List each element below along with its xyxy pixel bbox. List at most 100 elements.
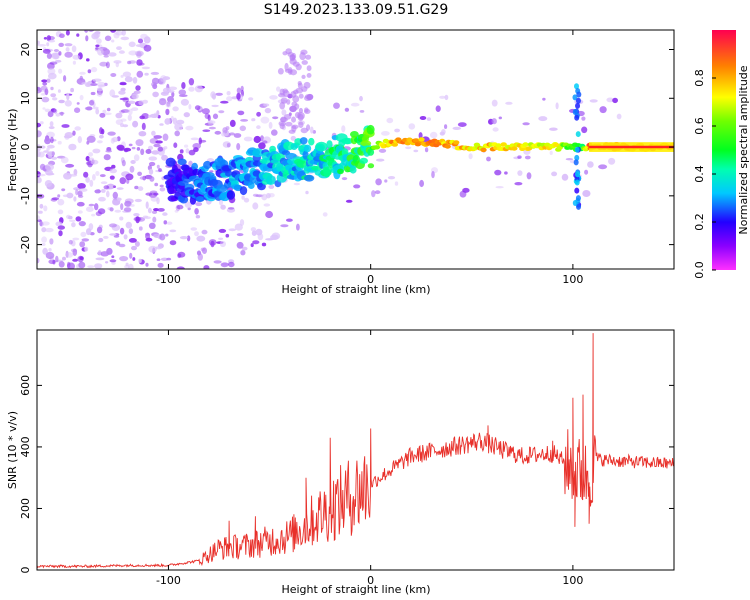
spectrogram-noise-dot bbox=[87, 69, 92, 74]
spectrogram-noise-dot bbox=[128, 41, 136, 48]
spectrogram-noise-dot bbox=[166, 221, 173, 225]
spectrogram-noise-dot bbox=[268, 184, 275, 189]
spectrogram-noise-dot bbox=[172, 106, 179, 112]
spectrogram-ridge-blob bbox=[366, 124, 375, 135]
spectrogram-noise-dot bbox=[135, 85, 141, 91]
spectrogram-noise-dot bbox=[160, 91, 169, 96]
spectrogram-noise-dot bbox=[376, 158, 385, 162]
spectrogram-noise-dot bbox=[581, 126, 588, 134]
spectrogram-noise-dot bbox=[109, 30, 117, 33]
spectrogram-noise-dot bbox=[148, 222, 156, 229]
colorbar-tick-label: 0.8 bbox=[693, 69, 706, 87]
spectrogram-noise-dot bbox=[431, 171, 435, 179]
spectrogram-noise-dot bbox=[213, 260, 222, 264]
spectrogram-noise-dot bbox=[91, 66, 98, 73]
spectrogram-noise-dot bbox=[77, 183, 86, 189]
colorbar: 0.0 0.2 0.4 0.6 0.8 Normalized spectral ampl… bbox=[693, 30, 750, 279]
spectrogram-noise-dot bbox=[43, 150, 49, 153]
spectrogram-noise-dot bbox=[137, 38, 144, 44]
spectrogram-noise-dot bbox=[201, 229, 208, 235]
spectrogram-noise-dot bbox=[78, 23, 83, 29]
spectrogram-noise-dot bbox=[153, 192, 159, 196]
spectrogram-noise-dot bbox=[59, 33, 65, 38]
spectrogram-noise-dot bbox=[47, 67, 56, 75]
spectrogram-ridge-blob bbox=[414, 142, 422, 147]
spectrogram-noise-dot bbox=[115, 112, 123, 119]
spectrogram-noise-dot bbox=[240, 250, 246, 256]
spectrogram-noise-dot bbox=[99, 134, 104, 139]
spectrogram-noise-dot bbox=[66, 192, 74, 199]
spectrogram-ridge-blob bbox=[299, 137, 308, 145]
spectrogram-noise-dot bbox=[112, 136, 119, 143]
spectrogram-noise-dot bbox=[444, 124, 448, 129]
spectrogram-noise-dot bbox=[256, 125, 261, 130]
spectrogram-noise-dot bbox=[42, 107, 46, 110]
spectrogram-noise-dot bbox=[52, 97, 58, 101]
spectrogram-noise-dot bbox=[105, 261, 109, 264]
spectrogram-y-tick-label: 0 bbox=[19, 144, 32, 151]
spectrogram-noise-dot bbox=[131, 93, 139, 100]
spectrogram-noise-dot bbox=[228, 228, 237, 232]
spectrogram-noise-dot bbox=[138, 258, 142, 263]
spectrogram-noise-dot bbox=[253, 135, 261, 144]
spectrogram-noise-dot bbox=[40, 93, 46, 96]
spectrogram-noise-dot bbox=[91, 213, 96, 217]
spectrogram-ridge-blob bbox=[367, 148, 375, 156]
spectrogram-noise-dot bbox=[164, 118, 171, 125]
spectrogram-ridge-blob bbox=[373, 145, 381, 150]
spectrogram-noise-dot bbox=[176, 266, 186, 269]
spectrogram-noise-dot bbox=[179, 149, 184, 154]
spectrogram-noise-dot bbox=[187, 207, 191, 211]
spectrogram-noise-dot bbox=[158, 168, 162, 172]
spectrogram-noise-dot bbox=[258, 142, 266, 150]
spectrogram-noise-dot bbox=[132, 76, 138, 84]
spectrogram-noise-dot bbox=[75, 189, 79, 196]
spectrogram-noise-dot bbox=[157, 146, 164, 152]
spectrogram-noise-dot bbox=[151, 210, 158, 214]
spectrogram-noise-dot bbox=[105, 149, 112, 153]
spectrogram-noise-dot bbox=[290, 135, 296, 141]
spectrogram-noise-dot bbox=[256, 111, 261, 117]
spectrogram-noise-dot bbox=[152, 216, 157, 223]
spectrogram-burst-blob bbox=[573, 159, 579, 166]
spectrogram-ridge-blob bbox=[196, 196, 205, 202]
spectrogram-noise-dot bbox=[42, 48, 51, 54]
spectrogram-noise-dot bbox=[109, 175, 115, 180]
spectrogram-noise-dot bbox=[88, 203, 95, 207]
spectrogram-noise-dot bbox=[108, 52, 117, 57]
spectrogram-noise-dot bbox=[209, 170, 214, 173]
spectrogram-noise-dot bbox=[419, 116, 427, 120]
spectrogram-noise-dot bbox=[39, 121, 44, 125]
spectrogram-noise-dot bbox=[151, 130, 156, 136]
spectrogram-noise-dot bbox=[174, 123, 183, 131]
spectrogram-noise-dot bbox=[293, 182, 301, 186]
spectrogram-noise-dot bbox=[84, 246, 89, 252]
spectrogram-noise-dot bbox=[252, 240, 260, 245]
spectrogram-noise-dot bbox=[37, 173, 46, 177]
spectrogram-noise-dot bbox=[305, 54, 312, 60]
spectrogram-noise-dot bbox=[229, 119, 236, 127]
spectrogram-noise-dot bbox=[99, 174, 106, 178]
spectrogram-noise-dot bbox=[263, 203, 271, 207]
spectrogram-noise-dot bbox=[73, 196, 77, 202]
spectrogram-noise-dot bbox=[46, 53, 53, 59]
spectrogram-ridge-blob bbox=[315, 141, 328, 152]
spectrogram-noise-dot bbox=[77, 210, 83, 214]
spectrogram-noise-dot bbox=[252, 202, 259, 210]
spectrogram-noise-dot bbox=[281, 109, 287, 116]
spectrogram-ridge-blob bbox=[341, 137, 354, 145]
spectrogram-noise-dot bbox=[55, 221, 63, 227]
spectrogram-noise-dot bbox=[208, 126, 216, 130]
spectrogram-noise-dot bbox=[97, 48, 104, 56]
spectrogram-noise-dot bbox=[79, 71, 86, 75]
spectrogram-noise-dot bbox=[63, 75, 67, 82]
spectrogram-burst-blob bbox=[575, 102, 581, 109]
spectrogram-noise-dot bbox=[63, 172, 72, 180]
spectrogram-noise-dot bbox=[236, 233, 244, 237]
spectrogram-noise-dot bbox=[149, 176, 155, 182]
spectrogram-noise-dot bbox=[136, 147, 141, 151]
spectrogram-noise-dot bbox=[199, 271, 207, 276]
spectrogram-noise-dot bbox=[582, 190, 591, 197]
spectrogram-ridge-blob bbox=[165, 157, 176, 167]
